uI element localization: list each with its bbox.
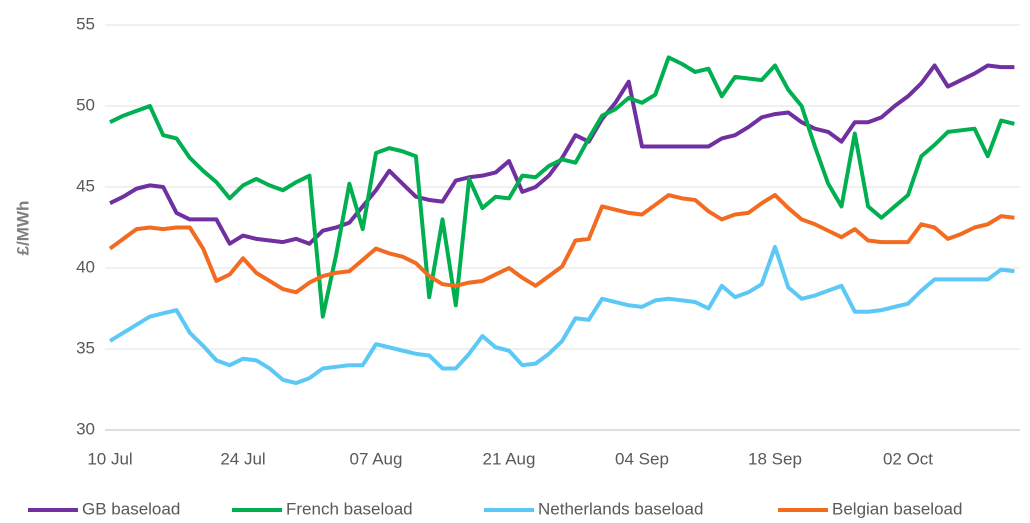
- x-tick-label: 10 Jul: [87, 449, 132, 468]
- y-tick-label: 50: [76, 95, 95, 114]
- x-tick-label: 18 Sep: [748, 449, 802, 468]
- x-tick-label: 04 Sep: [615, 449, 669, 468]
- y-tick-label: 40: [76, 257, 95, 276]
- series-line: [109, 55, 1015, 319]
- legend-label: French baseload: [286, 499, 413, 518]
- y-tick-label: 45: [76, 176, 95, 195]
- series-line: [108, 193, 1015, 295]
- series-line: [108, 244, 1015, 386]
- legend-label: Netherlands baseload: [538, 499, 703, 518]
- y-tick-label: 35: [76, 338, 95, 357]
- x-tick-label: 07 Aug: [350, 449, 403, 468]
- y-axis-label: £/MWh: [13, 201, 32, 256]
- x-tick-label: 24 Jul: [220, 449, 265, 468]
- x-tick-label: 21 Aug: [483, 449, 536, 468]
- legend-label: Belgian baseload: [832, 499, 962, 518]
- x-tick-label: 02 Oct: [883, 449, 933, 468]
- y-tick-label: 30: [76, 419, 95, 438]
- legend-label: GB baseload: [82, 499, 180, 518]
- y-tick-label: 55: [76, 14, 95, 33]
